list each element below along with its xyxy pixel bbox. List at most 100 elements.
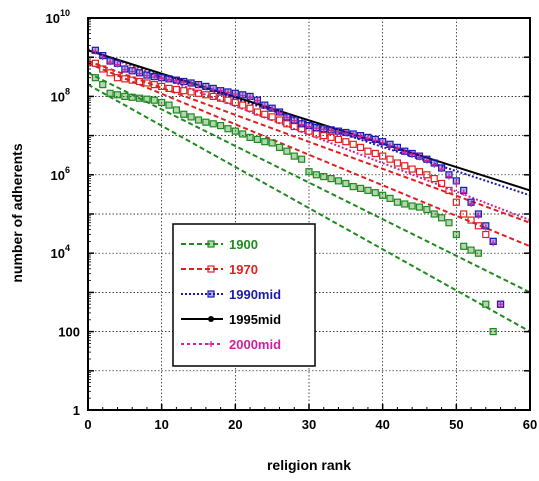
data-point [327, 174, 335, 183]
data-point [408, 165, 416, 173]
data-point [180, 110, 188, 118]
data-point [460, 189, 467, 196]
data-point [453, 180, 460, 187]
data-point [445, 219, 453, 227]
data-point [158, 82, 166, 90]
data-point [207, 290, 215, 298]
data-point [106, 69, 114, 77]
data-point [334, 135, 343, 143]
data-point [298, 121, 305, 128]
data-point [438, 179, 446, 188]
data-point [379, 191, 387, 199]
data-point [261, 110, 269, 118]
data-point [408, 202, 416, 210]
data-point [306, 123, 312, 130]
data-point [254, 97, 261, 104]
data-point [232, 91, 239, 98]
data-point [188, 80, 195, 87]
data-point [208, 316, 214, 322]
data-point [320, 172, 328, 181]
data-point [207, 265, 215, 273]
data-point [224, 96, 232, 104]
data-point [393, 198, 401, 206]
data-point [231, 127, 239, 135]
data-point [371, 149, 379, 158]
data-point [253, 108, 262, 116]
data-point [283, 120, 291, 128]
x-tick-label: 50 [449, 417, 463, 432]
data-point [430, 174, 438, 183]
data-point [328, 127, 335, 134]
data-point [143, 79, 151, 87]
x-tick-label: 30 [302, 417, 316, 432]
data-point [423, 205, 431, 214]
data-point [202, 91, 210, 99]
legend-label: 1970 [229, 262, 258, 277]
data-point [401, 149, 408, 156]
data-point [180, 87, 188, 95]
data-point [393, 159, 401, 167]
data-point [106, 89, 114, 97]
data-point [423, 171, 431, 179]
y-tick-label: 108 [51, 86, 70, 104]
data-point [92, 48, 99, 55]
data-point [276, 109, 283, 116]
x-tick-label: 40 [375, 417, 389, 432]
fit-line [87, 60, 531, 224]
data-point [99, 65, 107, 73]
data-point [356, 143, 365, 152]
data-point [394, 145, 401, 152]
x-tick-label: 20 [228, 417, 242, 432]
x-tick-label: 10 [154, 417, 168, 432]
data-point [291, 117, 298, 124]
data-point [460, 210, 468, 218]
data-point [275, 116, 284, 124]
data-point [224, 89, 231, 96]
data-point [224, 125, 232, 133]
data-point [401, 200, 409, 208]
data-point [172, 106, 180, 114]
data-point [312, 171, 320, 179]
data-point [275, 143, 284, 152]
data-point [313, 125, 320, 132]
data-point [283, 147, 291, 155]
data-point [268, 139, 276, 147]
data-point [489, 328, 497, 336]
data-point [128, 93, 136, 101]
data-point [342, 179, 350, 188]
data-point [261, 102, 268, 109]
data-point [438, 214, 446, 222]
data-point [246, 104, 254, 112]
fit-line [87, 71, 531, 294]
data-point [129, 68, 136, 75]
data-point [246, 133, 254, 141]
data-point [350, 131, 357, 138]
data-point [482, 300, 490, 308]
data-point [114, 61, 121, 68]
data-point [409, 151, 416, 158]
data-point [143, 72, 150, 79]
data-point [165, 101, 173, 109]
data-point [342, 130, 349, 137]
data-point [91, 74, 99, 82]
data-point [312, 130, 320, 138]
data-point [335, 128, 342, 135]
data-point [253, 135, 262, 143]
data-point [364, 135, 371, 142]
data-point [194, 116, 203, 124]
data-point [180, 79, 187, 86]
data-point [497, 301, 504, 308]
data-point [247, 94, 254, 101]
data-point [239, 130, 247, 138]
data-point [217, 87, 224, 94]
data-point [217, 121, 225, 130]
data-point [121, 75, 129, 83]
data-point [474, 222, 483, 230]
data-point [107, 59, 114, 66]
data-point [431, 161, 438, 168]
data-point [467, 216, 475, 224]
legend-label: 1995mid [229, 312, 281, 327]
y-tick-label: 100 [58, 325, 80, 340]
data-point [290, 152, 298, 160]
